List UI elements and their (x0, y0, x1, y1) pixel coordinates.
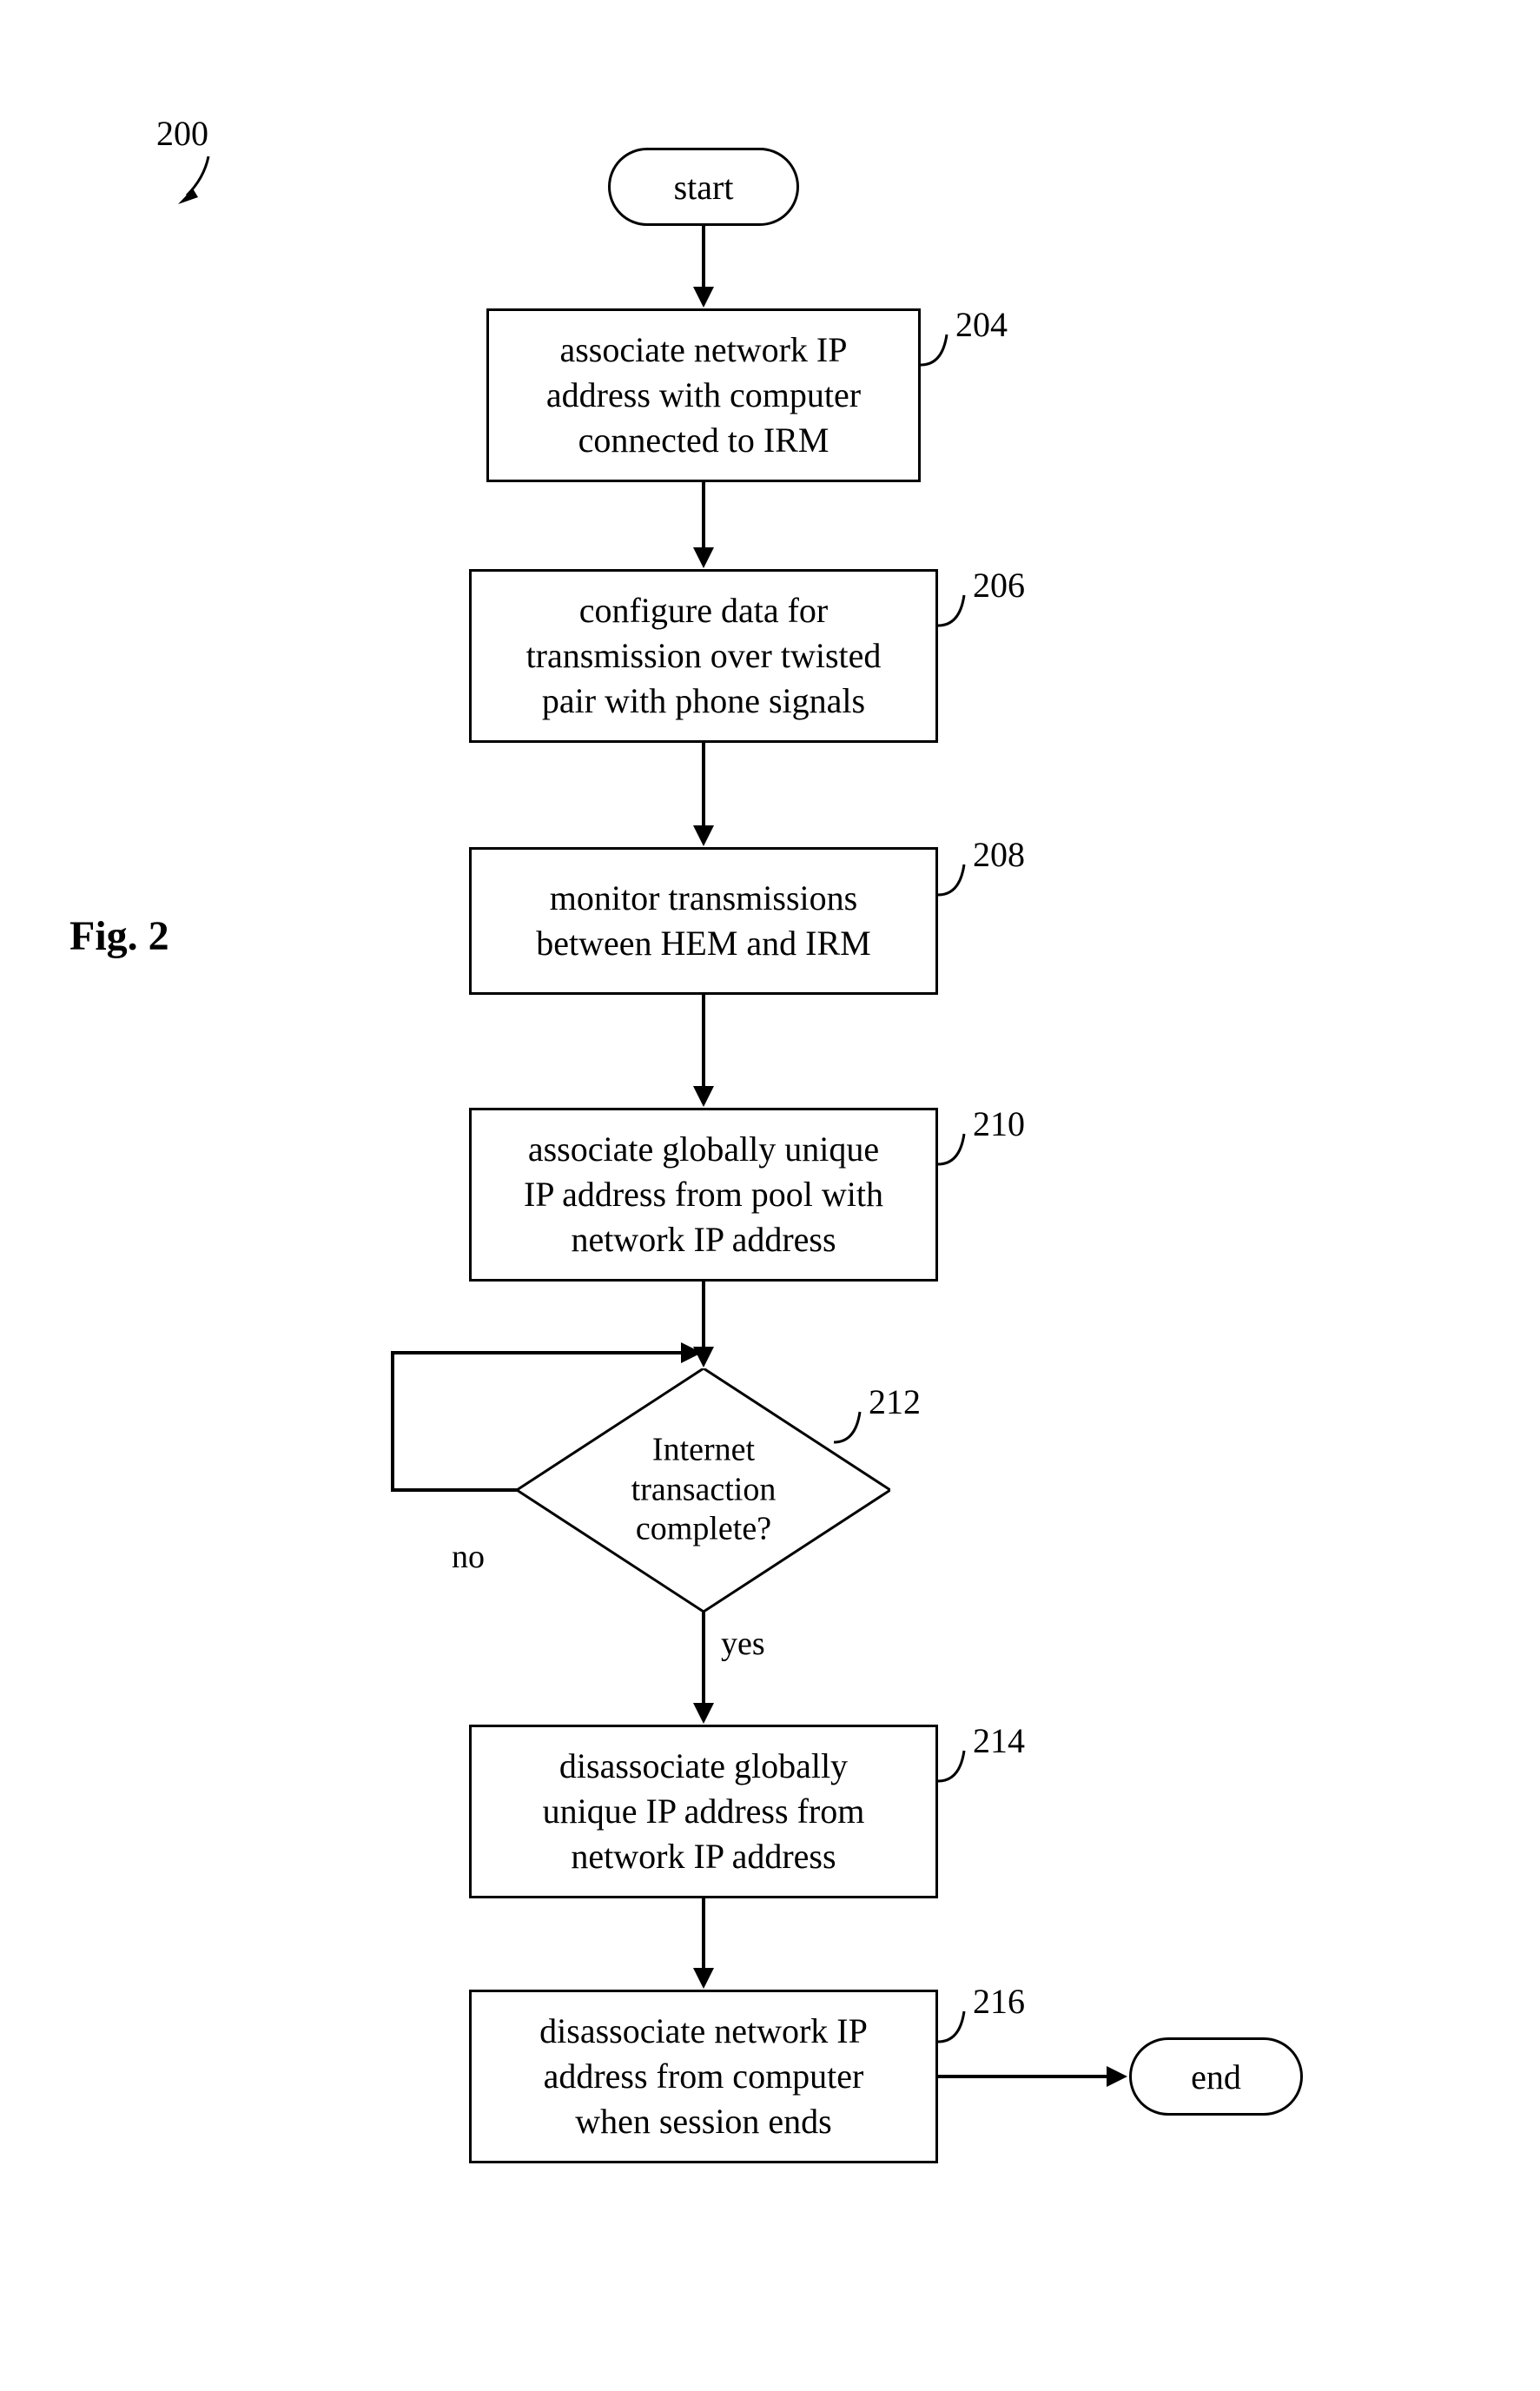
arrowhead-208-210 (693, 1086, 714, 1107)
arrowhead-212-214 (693, 1703, 714, 1724)
ref-main: 200 (156, 113, 208, 154)
ref-204: 204 (955, 304, 1008, 345)
arrowhead-206-208 (693, 825, 714, 846)
process-216: disassociate network IPaddress from comp… (469, 1990, 938, 2163)
no-line-h1 (391, 1488, 517, 1492)
arrow-210-212 (702, 1282, 705, 1348)
end-label: end (1191, 2057, 1241, 2097)
ref-212: 212 (869, 1381, 921, 1422)
arrow-216-end (938, 2075, 1108, 2078)
process-206-text: configure data fortransmission over twis… (526, 588, 882, 724)
process-214-text: disassociate globallyunique IP address f… (543, 1744, 865, 1879)
process-214: disassociate globallyunique IP address f… (469, 1725, 938, 1898)
process-210: associate globally uniqueIP address from… (469, 1108, 938, 1282)
process-216-text: disassociate network IPaddress from comp… (539, 2009, 868, 2144)
arrow-208-210 (702, 995, 705, 1088)
yes-label: yes (721, 1625, 765, 1663)
ref-214: 214 (973, 1720, 1025, 1761)
arrowhead-204-206 (693, 547, 714, 568)
arrowhead-216-end (1107, 2066, 1127, 2087)
no-label: no (452, 1538, 485, 1576)
no-line-h2 (391, 1351, 683, 1354)
arrow-214-216 (702, 1898, 705, 1970)
arrowhead-no (681, 1342, 702, 1363)
ref-216: 216 (973, 1981, 1025, 2022)
no-line-v (391, 1351, 394, 1492)
ref-208: 208 (973, 834, 1025, 875)
process-208: monitor transmissionsbetween HEM and IRM (469, 847, 938, 995)
end-terminal: end (1129, 2037, 1303, 2116)
ref-206: 206 (973, 565, 1025, 606)
arrow-204-206 (702, 482, 705, 549)
decision-212-text: Internettransactioncomplete? (631, 1431, 777, 1550)
process-204: associate network IPaddress with compute… (486, 308, 921, 482)
ref-210: 210 (973, 1103, 1025, 1144)
arrow-start-204 (702, 226, 705, 288)
process-206: configure data fortransmission over twis… (469, 569, 938, 743)
arrow-212-214 (702, 1612, 705, 1705)
arrowhead-start-204 (693, 287, 714, 308)
start-label: start (674, 167, 734, 208)
arrowhead-214-216 (693, 1968, 714, 1989)
figure-label: Fig. 2 (69, 912, 169, 960)
arrow-206-208 (702, 743, 705, 827)
process-204-text: associate network IPaddress with compute… (546, 328, 861, 463)
process-210-text: associate globally uniqueIP address from… (524, 1127, 883, 1262)
process-208-text: monitor transmissionsbetween HEM and IRM (536, 876, 870, 966)
start-terminal: start (608, 148, 799, 226)
ref-main-arrow (174, 152, 226, 213)
